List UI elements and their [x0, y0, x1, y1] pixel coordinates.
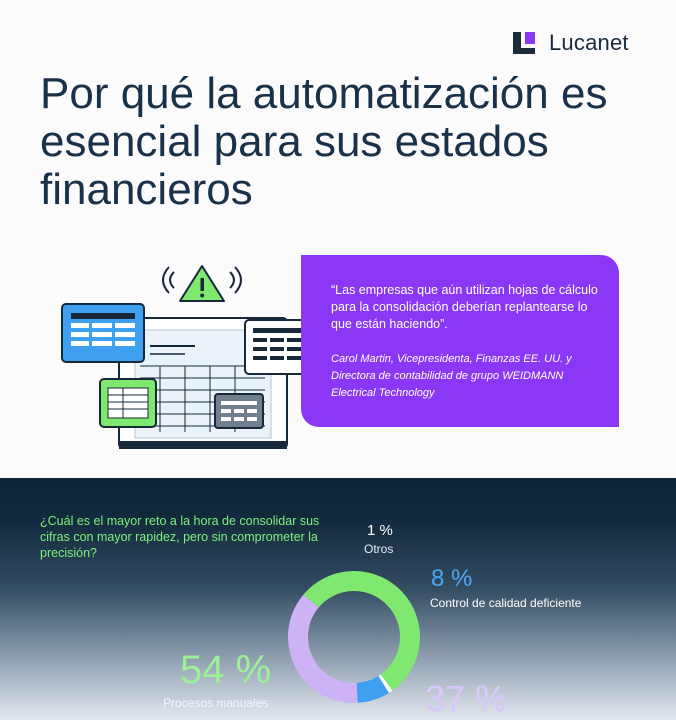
quote-attribution: Carol Martin, Vicepresidenta, Finanzas E… [331, 353, 572, 399]
quality-control-percentage: 8 % [431, 565, 473, 592]
page-headline: Por qué la automatización es esencial pa… [40, 69, 608, 214]
brand-name: Lucanet [549, 30, 629, 55]
quote-card: “Las empresas que aún utilizan hojas de … [301, 255, 619, 427]
manual-processes-percentage: 54 % [180, 648, 272, 692]
quality-control-label: Control de calidad deficiente [430, 596, 582, 610]
remaining-percentage: 37 % [425, 678, 508, 719]
donut-slice-3 [288, 594, 358, 703]
donut-slice-1 [356, 675, 389, 703]
others-label: Otros [364, 542, 394, 556]
donut-slice-0 [303, 571, 420, 691]
quote-text: “Las empresas que aún utilizan hojas de … [331, 283, 598, 331]
donut-slice-2 [378, 674, 393, 693]
blue-spreadsheet-icon [61, 303, 145, 363]
white-spreadsheet-icon [244, 319, 310, 375]
survey-question: ¿Cuál es el mayor reto a la hora de cons… [40, 514, 320, 560]
others-percentage: 1 % [367, 522, 393, 539]
manual-processes-label: Procesos manuales [163, 696, 269, 710]
challenge-donut-chart [288, 571, 420, 703]
warning-triangle-icon [179, 265, 225, 302]
gray-spreadsheet-icon [214, 393, 264, 429]
alert-signal-icon [162, 266, 242, 294]
statistics-panel: ¿Cuál es el mayor reto a la hora de cons… [0, 478, 676, 720]
brand-logo[interactable]: Lucanet [511, 30, 629, 56]
lucanet-logo-icon [513, 32, 535, 54]
spreadsheet-alert-illustration [61, 265, 310, 449]
green-spreadsheet-icon [99, 378, 157, 428]
